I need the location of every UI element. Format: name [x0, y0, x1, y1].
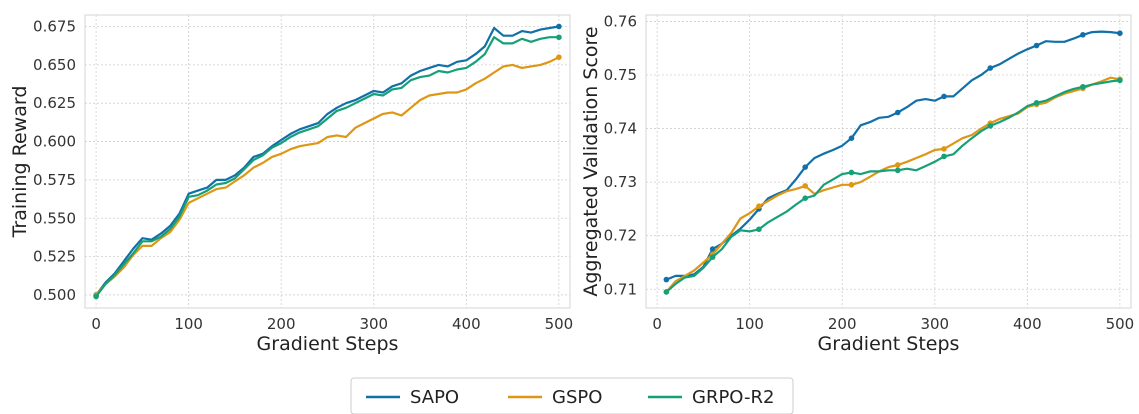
p2-ytick-label-1: 0.72 [604, 227, 637, 245]
p1-plot-border [84, 14, 571, 309]
legend-label-gspo: GSPO [552, 387, 602, 408]
p2-point-sapo-0 [663, 276, 670, 283]
p2-point-sapo-5 [709, 246, 716, 252]
p1-xtick-label-0: 0 [91, 315, 101, 333]
p1-y-axis-label: Training Reward [9, 86, 31, 239]
p1-ytick-label-0: 0.500 [33, 286, 76, 304]
p2-point-gspo-20 [848, 182, 855, 188]
p2-point-gspo-25 [894, 162, 901, 168]
p2-point-grpo-r2-35 [987, 123, 994, 129]
p2-point-gspo-30 [941, 146, 947, 152]
p2-point-grpo-r2-15 [802, 195, 808, 201]
p1-series-line-gspo [94, 56, 561, 297]
p1-xtick-label-2: 200 [267, 315, 296, 333]
p2-point-grpo-r2-10 [756, 226, 762, 233]
p1-series-line-sapo [94, 25, 561, 297]
p2-series-line-sapo [665, 30, 1122, 281]
p1-ytick-label-2: 0.550 [33, 209, 76, 227]
p2-x-axis-label: Gradient Steps [818, 333, 960, 355]
p2-xtick-label-3: 300 [920, 315, 949, 333]
p1-point-sapo-50 [556, 23, 562, 30]
p1-xtick-label-1: 100 [174, 315, 203, 333]
p1-ytick-label-3: 0.575 [33, 171, 76, 189]
training-reward-chart: 0 100 200 300 400 500 0.500 0.525 0.550 0.575 0.60… [9, 14, 574, 355]
p1-point-grpo-r2-50 [556, 34, 562, 41]
p2-ytick-label-0: 0.71 [604, 280, 637, 298]
p1-point-grpo-r2-0 [93, 293, 99, 300]
p2-point-sapo-15 [802, 164, 808, 170]
p2-point-sapo-40 [1033, 42, 1040, 49]
p2-xtick-label-2: 200 [828, 315, 857, 333]
p2-xtick-label-0: 0 [652, 315, 662, 333]
p2-plot-border [645, 14, 1132, 309]
p1-ytick-label-6: 0.650 [33, 56, 76, 74]
p2-xtick-label-4: 400 [1013, 315, 1042, 333]
p2-series-line-gspo [665, 76, 1122, 293]
p1-point-gspo-50 [556, 54, 562, 60]
p2-xtick-label-5: 500 [1106, 315, 1135, 333]
p2-point-grpo-r2-40 [1033, 100, 1040, 106]
p2-point-grpo-r2-45 [1080, 83, 1086, 90]
p2-point-grpo-r2-30 [941, 153, 947, 160]
legend-label-sapo: SAPO [410, 387, 459, 408]
p1-x-axis-label: Gradient Steps [257, 333, 399, 355]
p2-series-line-grpo-r2 [665, 79, 1122, 293]
legend-frame [350, 377, 794, 414]
p2-point-sapo-30 [941, 93, 947, 100]
p1-ytick-label-1: 0.525 [33, 248, 76, 266]
legend-label-grpo-r2: GRPO-R2 [692, 387, 774, 408]
p2-point-grpo-r2-20 [848, 169, 855, 176]
p2-ytick-label-3: 0.74 [604, 120, 637, 138]
p1-xtick-label-3: 300 [359, 315, 388, 333]
p2-point-gspo-10 [756, 203, 762, 210]
p2-point-sapo-49 [1117, 30, 1123, 37]
p2-point-grpo-r2-5 [709, 254, 716, 260]
validation-score-chart: 0 100 200 300 400 500 0.71 0.72 0.73 0.74 0.75 0.76… [580, 12, 1134, 355]
p2-ytick-label-2: 0.73 [604, 173, 637, 191]
p2-point-grpo-r2-0 [663, 289, 670, 295]
p1-plot-area [85, 15, 570, 308]
p2-point-sapo-25 [894, 109, 901, 116]
legend: SAPO GSPO GRPO-R2 [350, 377, 794, 414]
p1-xtick-label-5: 500 [545, 315, 574, 333]
p2-xtick-label-1: 100 [735, 315, 764, 333]
p2-y-axis-label: Aggregated Validation Score [580, 26, 602, 296]
p2-point-grpo-r2-49 [1117, 77, 1123, 84]
p1-ytick-label-4: 0.600 [33, 133, 76, 151]
p2-plot-area [646, 15, 1131, 308]
p2-ytick-label-4: 0.75 [604, 66, 637, 84]
p1-ytick-label-7: 0.675 [33, 18, 76, 36]
p2-point-sapo-20 [848, 135, 855, 141]
p2-point-grpo-r2-25 [894, 167, 901, 174]
p1-ytick-label-5: 0.625 [33, 94, 76, 112]
p2-point-sapo-35 [987, 65, 994, 71]
p2-point-gspo-15 [802, 183, 808, 189]
p1-series-line-grpo-r2 [94, 36, 561, 298]
p2-point-sapo-45 [1080, 32, 1086, 38]
p2-ytick-label-5: 0.76 [604, 12, 637, 30]
p1-xtick-label-4: 400 [452, 315, 481, 333]
